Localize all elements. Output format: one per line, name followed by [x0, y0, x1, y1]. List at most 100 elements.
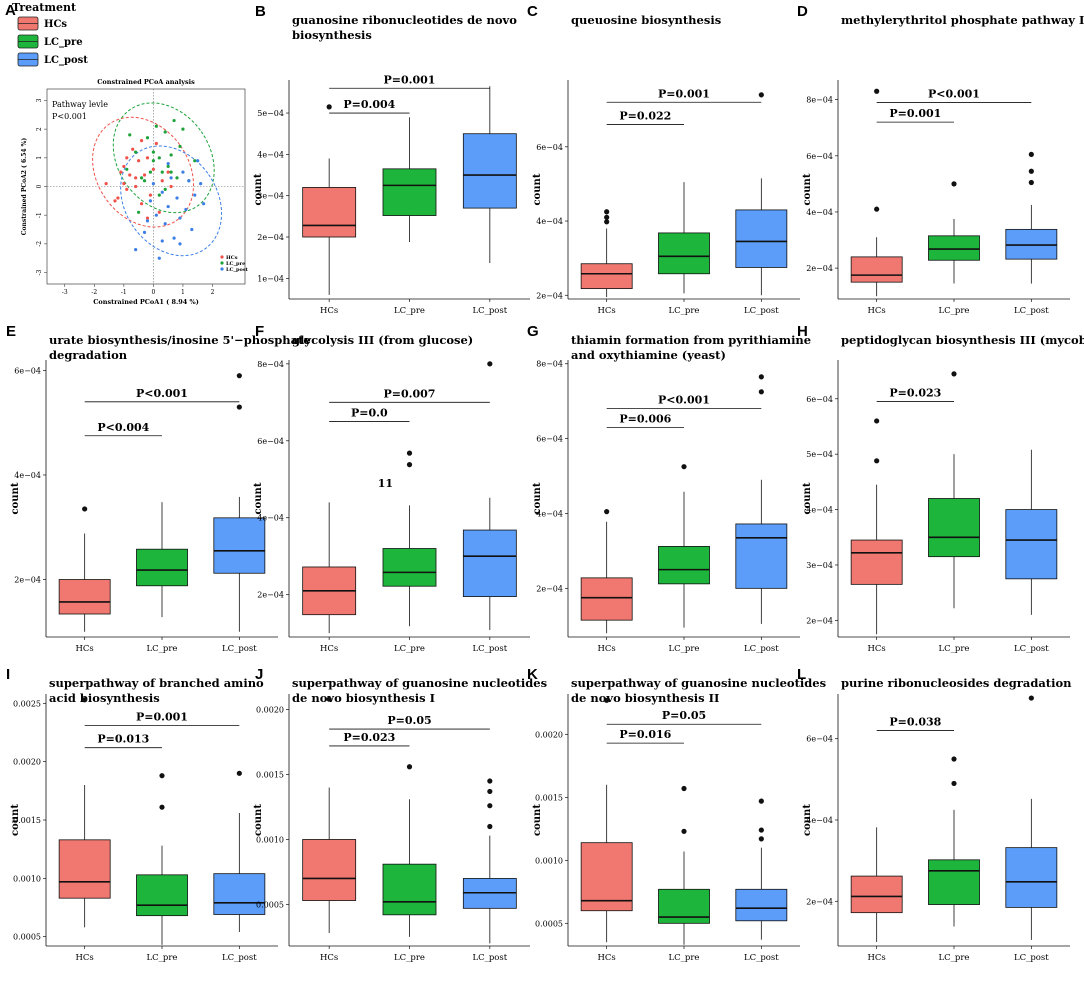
x-tick-label-lc_pre: LC_pre — [939, 644, 970, 654]
pcoa-xtick-label: -3 — [62, 289, 68, 296]
x-tick-label-lc_post: LC_post — [1014, 306, 1049, 316]
panel-letter-e: E — [6, 323, 16, 340]
x-tick-label-lc_pre: LC_pre — [394, 644, 425, 654]
box-hcs — [580, 209, 633, 298]
panel-letter-j: J — [255, 666, 263, 683]
y-tick-label: 4e−04 — [806, 208, 833, 217]
iqr-box — [580, 577, 633, 621]
x-tick-label-hcs: HCs — [868, 306, 886, 316]
pcoa-point-lc_pre — [148, 170, 153, 174]
iqr-box — [735, 888, 788, 922]
x-tick-label-hcs: HCs — [320, 953, 338, 963]
panel-title: de novo biosynthesis I — [292, 691, 435, 705]
iqr-box — [213, 517, 266, 574]
pcoa-point-lc_pre — [160, 170, 164, 174]
box-hcs — [302, 502, 357, 634]
box-lc_post — [1005, 449, 1058, 615]
x-tick-label-lc_post: LC_post — [1014, 953, 1049, 963]
box-lc_post — [462, 361, 517, 631]
outlier-point — [236, 770, 242, 776]
y-tick-label: 6e−04 — [14, 366, 41, 375]
box-lc_post — [213, 770, 266, 932]
iqr-box — [462, 133, 517, 209]
pcoa-point-hcs — [145, 156, 150, 160]
iqr-box — [658, 546, 710, 585]
box-lc_post — [735, 92, 788, 296]
p-value-label: P=0.001 — [889, 107, 941, 120]
outlier-point — [874, 206, 880, 212]
iqr-box — [302, 839, 357, 901]
iqr-box — [850, 539, 903, 585]
box-hcs — [580, 697, 633, 943]
pcoa-point-lc_pre — [175, 176, 179, 180]
pcoa-xtick-label: 0 — [151, 289, 155, 296]
outlier-point — [604, 509, 610, 515]
y-tick-label: 0.0015 — [535, 793, 563, 802]
pcoa-point-lc_pre — [178, 144, 182, 148]
panel-title: guanosine ribonucleotides de novo — [292, 13, 517, 27]
y-tick-label: 4e−04 — [257, 514, 284, 523]
annotation-text: 11 — [378, 477, 393, 490]
pcoa-legend-dot — [220, 261, 224, 265]
iqr-box — [1005, 847, 1058, 908]
x-tick-label-lc_post: LC_post — [472, 953, 507, 963]
outlier-point — [681, 785, 687, 792]
pcoa-point-lc_post — [145, 219, 150, 223]
pcoa-point-lc_post — [202, 202, 206, 206]
y-axis-label: count — [253, 173, 264, 205]
x-tick-label-lc_pre: LC_pre — [669, 306, 700, 316]
pcoa-y-axis-label: Constrained PCoA2 ( 6.54 %) — [21, 138, 28, 236]
p-value-label: P<0.001 — [928, 87, 980, 100]
y-tick-label: 6e−04 — [257, 437, 284, 446]
panel-title: thiamin formation from pyrithiamine — [571, 333, 811, 347]
panel-title: purine ribonucleosides degradation — [841, 676, 1072, 690]
iqr-box — [136, 548, 188, 587]
p-value-label: P=0.05 — [387, 714, 431, 727]
p-value-label: P<0.001 — [658, 394, 710, 407]
y-tick-label: 0.0020 — [256, 706, 284, 715]
pcoa-ytick-label: 0 — [36, 184, 43, 188]
pcoa-point-hcs — [125, 156, 129, 160]
pcoa-legend-label: LC_post — [226, 267, 249, 273]
iqr-box — [658, 232, 710, 275]
pcoa-note-level: Pathway levle — [52, 100, 108, 109]
pcoa-point-lc_pre — [142, 179, 147, 183]
x-tick-label-hcs: HCs — [598, 644, 616, 654]
pcoa-point-lc_post — [169, 176, 173, 180]
pcoa-point-hcs — [122, 182, 126, 186]
box-lc_post — [462, 86, 517, 264]
y-tick-label: 2e−04 — [806, 897, 833, 906]
box-lc_pre — [658, 785, 710, 945]
panel-title: queuosine biosynthesis — [571, 13, 721, 27]
outlier-point — [758, 92, 764, 98]
outlier-point — [604, 219, 610, 225]
y-tick-label: 2e−04 — [536, 584, 563, 593]
pcoa-point-hcs — [148, 193, 153, 197]
pcoa-ytick-label: -1 — [36, 212, 43, 218]
box-hcs — [850, 88, 903, 297]
iqr-box — [58, 579, 111, 615]
p-value-label: P=0.0 — [351, 407, 388, 420]
y-axis-label: count — [253, 804, 264, 836]
pcoa-point-lc_pre — [128, 133, 132, 137]
pcoa-point-lc_pre — [193, 159, 197, 163]
y-axis-label: count — [253, 482, 264, 514]
pcoa-point-lc_pre — [137, 210, 141, 214]
x-tick-label-lc_pre: LC_pre — [939, 953, 970, 963]
panel-a-pcoa: A Constrained PCoA analysis -3 -2 -1 0 1 2 3 2 1 0 -… — [5, 2, 249, 306]
outlier-point — [487, 803, 493, 809]
p-value-label: P=0.023 — [889, 387, 941, 400]
iqr-box — [1005, 228, 1058, 260]
box-hcs — [850, 827, 903, 942]
box-hcs — [58, 506, 111, 632]
pcoa-point-lc_post — [187, 179, 191, 183]
pcoa-xtick-label: 1 — [181, 289, 185, 296]
box-lc_post — [1005, 151, 1058, 284]
y-tick-label: 4e−04 — [536, 509, 563, 518]
p-value-label: P=0.038 — [889, 716, 941, 729]
pcoa-point-lc_post — [151, 182, 155, 186]
outlier-point — [159, 773, 165, 779]
x-tick-label-hcs: HCs — [320, 644, 338, 654]
